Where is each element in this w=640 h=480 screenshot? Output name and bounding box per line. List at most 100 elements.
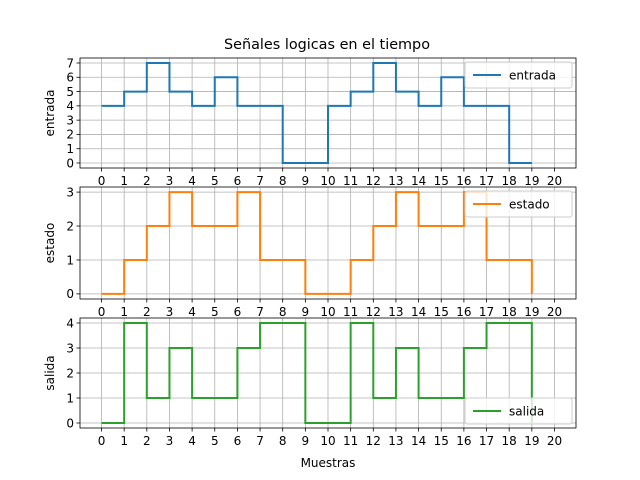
legend-label: estado — [509, 197, 550, 211]
x-tick-label: 17 — [479, 305, 494, 319]
subplot-2: 0 1 2 3 4 5 6 7 8 9 10 11 12 13 14 15 16 17 18 19 200123esta… — [43, 185, 577, 319]
x-tick-label: 16 — [456, 174, 471, 188]
x-tick-label: 6 — [234, 174, 242, 188]
x-tick-label: 13 — [388, 305, 403, 319]
x-tick-label: 11 — [343, 305, 358, 319]
x-tick-label: 0 — [98, 174, 106, 188]
x-tick-label: 5 — [211, 434, 219, 448]
x-tick-label: 14 — [411, 174, 426, 188]
y-tick-label: 1 — [66, 253, 74, 267]
x-tick-label: 18 — [502, 174, 517, 188]
y-tick-label: 0 — [66, 156, 74, 170]
x-tick-label: 12 — [366, 174, 381, 188]
x-tick-label: 4 — [188, 305, 196, 319]
x-tick-label: 14 — [411, 305, 426, 319]
legend: entrada — [464, 61, 573, 89]
y-tick-label: 6 — [66, 71, 74, 85]
x-tick-label: 0 — [98, 434, 106, 448]
x-tick-label: 1 — [120, 174, 128, 188]
legend-box — [464, 190, 573, 218]
x-tick-label: 9 — [302, 174, 310, 188]
subplots: 0 1 2 3 4 5 6 7 8 9 10 11 12 13 14 15 16 17 18 19 2001234567… — [43, 56, 577, 470]
y-tick-label: 3 — [66, 113, 74, 127]
x-tick-label: 15 — [434, 305, 449, 319]
x-tick-label: 20 — [547, 434, 562, 448]
x-tick-label: 4 — [188, 174, 196, 188]
chart-title: Señales logicas en el tiempo — [224, 37, 430, 53]
series-line-entrada — [101, 62, 532, 164]
x-tick-label: 2 — [143, 434, 151, 448]
y-axis-label: estado — [43, 223, 57, 264]
x-tick-label: 20 — [547, 174, 562, 188]
x-axis-label: Muestras — [301, 456, 356, 470]
x-tick-label: 8 — [279, 305, 287, 319]
x-tick-label: 0 — [98, 305, 106, 319]
x-tick-label: 19 — [524, 174, 539, 188]
x-tick-label: 1 — [120, 305, 128, 319]
y-tick-label: 7 — [66, 56, 74, 70]
y-tick-label: 2 — [66, 128, 74, 142]
x-tick-label: 13 — [388, 434, 403, 448]
x-tick-label: 16 — [456, 434, 471, 448]
x-tick-label: 5 — [211, 305, 219, 319]
x-tick-label: 10 — [320, 174, 335, 188]
x-tick-label: 12 — [366, 305, 381, 319]
x-tick-label: 10 — [320, 434, 335, 448]
x-tick-label: 12 — [366, 434, 381, 448]
x-tick-label: 9 — [302, 305, 310, 319]
x-tick-label: 3 — [166, 305, 174, 319]
x-tick-label: 13 — [388, 174, 403, 188]
series-line-estado — [101, 191, 533, 295]
legend-box — [464, 61, 573, 89]
legend: estado — [464, 190, 573, 218]
x-tick-label: 9 — [302, 434, 310, 448]
x-tick-label: 17 — [479, 434, 494, 448]
x-tick-label: 8 — [279, 174, 287, 188]
x-tick-label: 15 — [434, 434, 449, 448]
y-tick-label: 3 — [66, 185, 74, 199]
subplot-1: 0 1 2 3 4 5 6 7 8 9 10 11 12 13 14 15 16 17 18 19 2001234567… — [43, 56, 577, 188]
x-tick-label: 16 — [456, 305, 471, 319]
y-tick-label: 3 — [66, 341, 74, 355]
x-tick-label: 3 — [166, 174, 174, 188]
x-tick-label: 6 — [234, 434, 242, 448]
y-axis-label: salida — [43, 355, 57, 390]
legend-label: salida — [509, 404, 544, 418]
x-tick-label: 7 — [256, 174, 264, 188]
y-tick-label: 4 — [66, 316, 74, 330]
y-tick-label: 1 — [66, 142, 74, 156]
x-tick-label: 4 — [188, 434, 196, 448]
x-tick-label: 7 — [256, 305, 264, 319]
y-axis-label: entrada — [43, 90, 57, 137]
x-tick-label: 2 — [143, 305, 151, 319]
x-tick-label: 14 — [411, 434, 426, 448]
legend: salida — [464, 397, 573, 425]
x-tick-label: 17 — [479, 174, 494, 188]
x-tick-label: 5 — [211, 174, 219, 188]
x-tick-label: 19 — [524, 434, 539, 448]
x-tick-label: 11 — [343, 174, 358, 188]
x-tick-label: 10 — [320, 305, 335, 319]
x-tick-label: 6 — [234, 305, 242, 319]
x-tick-label: 18 — [502, 305, 517, 319]
x-tick-label: 2 — [143, 174, 151, 188]
x-tick-label: 8 — [279, 434, 287, 448]
y-tick-label: 1 — [66, 391, 74, 405]
y-tick-label: 2 — [66, 219, 74, 233]
x-tick-label: 3 — [166, 434, 174, 448]
x-tick-label: 20 — [547, 305, 562, 319]
x-tick-label: 19 — [524, 305, 539, 319]
subplot-3: 0 1 2 3 4 5 6 7 8 9 10 11 12 13 14 15 16 17 18 19 2001234sal… — [43, 316, 577, 470]
y-tick-label: 5 — [66, 85, 74, 99]
x-tick-label: 11 — [343, 434, 358, 448]
legend-box — [464, 397, 573, 425]
x-tick-label: 7 — [256, 434, 264, 448]
x-tick-label: 1 — [120, 434, 128, 448]
y-tick-label: 2 — [66, 366, 74, 380]
legend-label: entrada — [509, 68, 556, 82]
x-tick-label: 18 — [502, 434, 517, 448]
series-line-salida — [101, 322, 533, 424]
y-tick-label: 4 — [66, 99, 74, 113]
y-tick-label: 0 — [66, 287, 74, 301]
